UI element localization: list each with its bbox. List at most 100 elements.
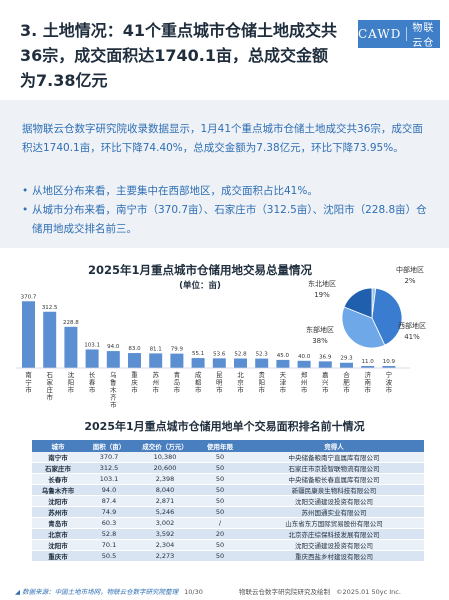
- cell-price: 2,871: [134, 495, 196, 507]
- pie-category-label: 中部地区: [396, 265, 424, 274]
- footer-source: 数据来源：中国土地市场网，物联云仓数字研究院整理: [22, 588, 179, 596]
- page-header: 3. 土地情况：41个重点城市仓储土地成交共36宗，成交面积达1740.1亩，总…: [0, 0, 449, 100]
- triangle-icon: ◢: [15, 588, 20, 596]
- cell-price: 20,600: [134, 462, 196, 474]
- brand-cawd: CAWD: [358, 27, 408, 41]
- pie-slice: [343, 287, 373, 319]
- cell-winner: 中央储备粮南宁直属库有限公司: [244, 452, 424, 463]
- table-row: 沈阳市 87.4 2,871 50 沈阳交通建设投资有限公司: [32, 495, 424, 507]
- bar-value-label: 40.0: [298, 354, 311, 360]
- cell-city: 石家庄市: [32, 462, 84, 474]
- cell-price: 2,398: [134, 473, 196, 485]
- bar-value-label: 10.9: [383, 359, 396, 365]
- bar-category-label: 苏州市: [152, 370, 159, 394]
- bar-category-label: 南宁市: [25, 370, 32, 394]
- bar-value-label: 79.9: [171, 347, 184, 353]
- bar: [340, 362, 353, 368]
- cell-city: 长春市: [32, 473, 84, 485]
- bar-value-label: 52.8: [234, 351, 247, 357]
- pie-category-label: 西部地区: [398, 321, 426, 330]
- col-winner: 竞得人: [244, 440, 424, 452]
- cell-winner: 石家庄市京投智联物流有限公司: [244, 462, 424, 474]
- page-title: 3. 土地情况：41个重点城市仓储土地成交共36宗，成交面积达1740.1亩，总…: [20, 21, 338, 90]
- bar-category-label: 宁波市: [386, 370, 393, 394]
- cell-price: 2,273: [134, 550, 196, 562]
- bar: [212, 358, 226, 368]
- bar-category-label: 济南市: [364, 370, 371, 394]
- table-row: 长春市 103.1 2,398 50 中央储备粮长春直属库有限公司: [32, 473, 424, 485]
- cell-winner: 沈阳交通建设投资有限公司: [244, 495, 424, 507]
- bar-value-label: 45.0: [277, 353, 290, 359]
- bar-value-label: 83.0: [128, 346, 141, 352]
- summary-panel: 据物联云仓数字研究院收录数据显示，1月41个重点城市仓储土地成交共36宗，成交面…: [0, 100, 449, 248]
- cell-city: 沈阳市: [32, 495, 84, 507]
- bar-category-label: 重庆市: [131, 371, 138, 394]
- bar-value-label: 228.8: [63, 320, 79, 326]
- brand-wlyc: 物联云仓: [412, 23, 435, 49]
- brand-logo: CAWD 物联云仓: [358, 20, 440, 49]
- cell-area: 60.3: [84, 517, 134, 529]
- cell-winner: 中央储备粮长春直属库有限公司: [244, 473, 424, 485]
- cell-years: 20: [196, 528, 244, 540]
- col-years: 使用年限: [196, 440, 244, 452]
- cell-winner: 山东省东方国际贸易股份有限公司: [244, 517, 424, 529]
- bar: [318, 361, 332, 368]
- bar-chart: 370.7 南宁市 312.5 石家庄市 228.8 沈阳市 103.1 长春市 94.0 乌鲁木…: [16, 294, 410, 409]
- cell-years: /: [196, 517, 244, 529]
- cell-winner: 重庆西盐乡村建设有限公司: [244, 550, 424, 562]
- cell-winner: 苏州国通实业有限公司: [244, 506, 424, 518]
- table-title: 2025年1月重点城市仓储用地单个交易面积排名前十情况: [84, 420, 365, 433]
- pie-value-label: 2%: [404, 277, 415, 285]
- cell-winner: 新疆民康泉生物科技有限公司: [244, 484, 424, 496]
- bar-category-label: 郑州市: [301, 371, 308, 394]
- cell-years: 50: [196, 452, 244, 463]
- table-row: 南宁市 370.7 10,380 50 中央储备粮南宁直属库有限公司: [32, 452, 424, 463]
- bar: [382, 366, 396, 368]
- cell-city: 青岛市: [32, 517, 84, 529]
- table-row: 沈阳市 70.1 2,304 50 沈阳交通建设投资有限公司: [32, 539, 424, 551]
- table-row: 苏州市 74.9 5,246 50 苏州国通实业有限公司: [32, 506, 424, 518]
- bar-value-label: 81.1: [150, 346, 162, 352]
- bar-category-label: 北京市: [237, 371, 244, 394]
- bar-value-label: 36.9: [319, 354, 332, 360]
- summary-bullets: 从地区分布来看，主要集中在西部地区，成交面积占比41%。 从城市分布来看，南宁市…: [22, 182, 432, 239]
- cell-city: 苏州市: [32, 506, 84, 518]
- bar: [85, 349, 99, 368]
- cell-price: 5,246: [134, 506, 196, 518]
- cell-city: 南宁市: [32, 452, 84, 463]
- cell-years: 50: [196, 539, 244, 551]
- cell-winner: 沈阳交通建设投资有限公司: [244, 539, 424, 551]
- cell-price: 2,304: [134, 539, 196, 551]
- bar-value-label: 53.6: [213, 351, 226, 357]
- bar-category-label: 乌鲁木齐市: [110, 370, 117, 409]
- cell-area: 312.5: [84, 462, 134, 474]
- bar: [191, 358, 205, 368]
- bar: [149, 353, 163, 368]
- cell-price: 3,592: [134, 528, 196, 540]
- bar-value-label: 11.0: [362, 359, 375, 365]
- cell-price: 8,040: [134, 484, 196, 496]
- bar-category-label: 沈阳市: [68, 370, 75, 394]
- bar-value-label: 94.0: [107, 344, 120, 350]
- bar: [22, 301, 35, 368]
- cell-price: 3,002: [134, 517, 196, 529]
- pie-slice: [371, 287, 403, 346]
- table-row: 北京市 52.8 3,592 20 北京亦庄综保科技发展有限公司: [32, 528, 424, 540]
- bar-category-label: 成都市: [195, 370, 202, 394]
- cell-area: 94.0: [84, 484, 134, 496]
- table-row: 重庆市 50.5 2,273 50 重庆西盐乡村建设有限公司: [32, 550, 424, 562]
- cell-years: 50: [196, 462, 244, 474]
- bar: [234, 358, 247, 368]
- summary-bullet-city: 从城市分布来看，南宁市（370.7亩）、石家庄市（312.5亩）、沈阳市（228…: [22, 201, 432, 239]
- cell-area: 87.4: [84, 495, 134, 507]
- chart-title: 2025年1月重点城市仓储用地交易总量情况: [87, 263, 312, 277]
- bar-category-label: 昆明市: [216, 371, 223, 394]
- bar: [128, 353, 141, 368]
- cell-winner: 北京亦庄综保科技发展有限公司: [244, 528, 424, 540]
- bar: [276, 359, 290, 368]
- bar-category-label: 合肥市: [343, 370, 350, 394]
- bar: [43, 311, 57, 368]
- footer-copyright: ©2025.01 50yc Inc.: [336, 588, 401, 596]
- col-price: 成交价（万元）: [134, 440, 196, 452]
- table-row: 青岛市 60.3 3,002/山东省东方国际贸易股份有限公司: [32, 517, 424, 529]
